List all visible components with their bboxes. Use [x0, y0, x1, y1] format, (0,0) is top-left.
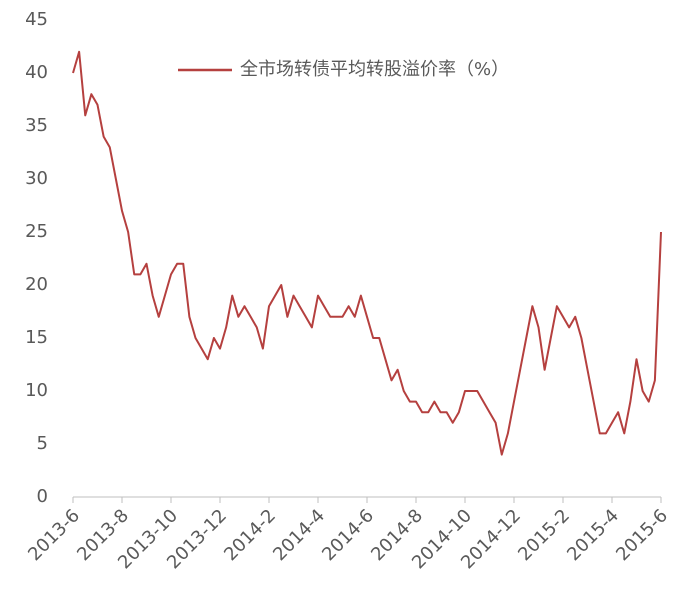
x-tick-label: 2014-6: [318, 505, 378, 565]
x-tick-label: 2013-6: [24, 505, 84, 565]
y-tick-label: 15: [25, 327, 48, 348]
y-tick-label: 45: [25, 9, 48, 30]
y-tick-label: 0: [37, 486, 48, 507]
y-tick-label: 35: [25, 115, 48, 136]
x-tick-label: 2014-4: [269, 505, 329, 565]
x-tick-label: 2015-2: [514, 505, 574, 565]
y-tick-label: 20: [25, 274, 48, 295]
x-tick-label: 2015-4: [563, 505, 623, 565]
y-tick-label: 40: [25, 62, 48, 83]
y-tick-label: 10: [25, 380, 48, 401]
x-tick-label: 2015-6: [612, 505, 672, 565]
y-tick-label: 30: [25, 168, 48, 189]
series-line: [72, 50, 662, 456]
x-tick-label: 2014-2: [220, 505, 280, 565]
y-tick-label: 5: [37, 433, 48, 454]
y-tick-label: 25: [25, 221, 48, 242]
legend-label: 全市场转债平均转股溢价率（%）: [240, 59, 509, 80]
